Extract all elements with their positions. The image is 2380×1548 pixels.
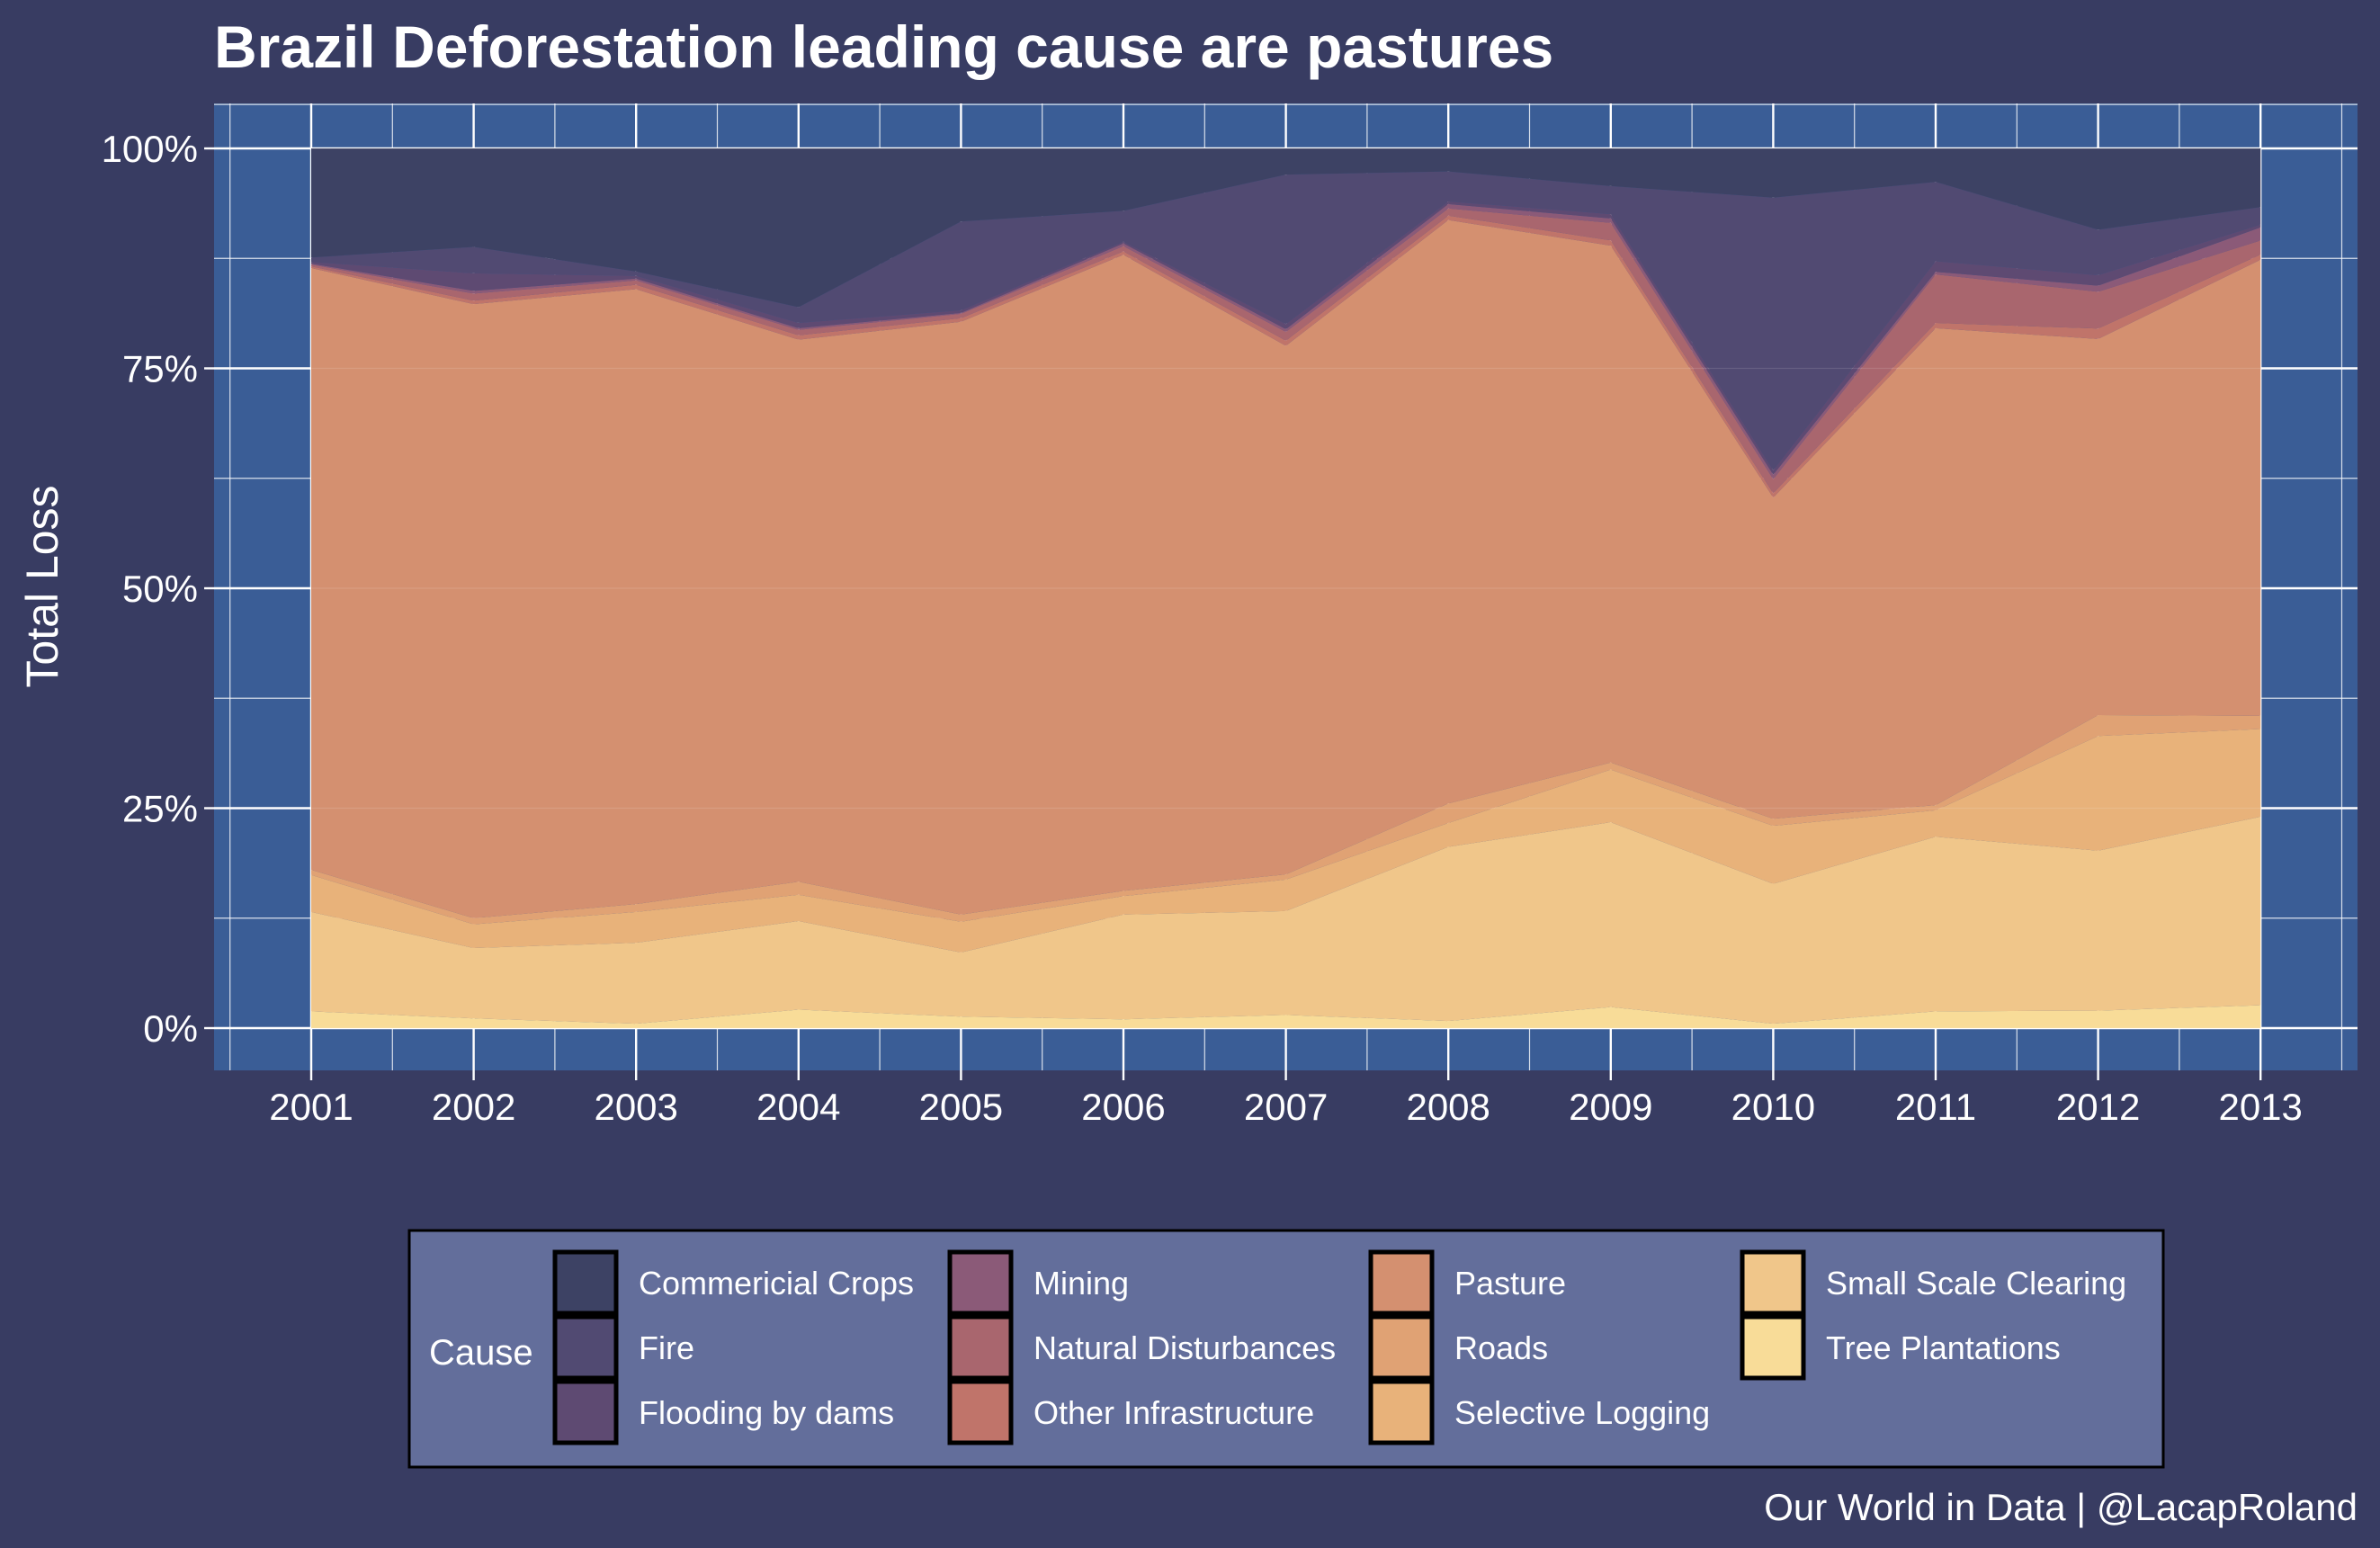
legend-title: Cause [429, 1333, 533, 1373]
legend-swatch [947, 1249, 1014, 1316]
legend-label: Selective Logging [1454, 1394, 1710, 1431]
legend-label: Roads [1454, 1329, 1548, 1366]
area-fire [311, 171, 2261, 470]
legend-item-fire: Fire [552, 1314, 694, 1381]
x-tick-label: 2001 [269, 1086, 353, 1128]
axis-ticks [204, 147, 2262, 1080]
legend-label: Mining [1033, 1265, 1129, 1302]
legend-label: Pasture [1454, 1265, 1566, 1302]
x-tick-label: 2011 [1895, 1086, 1976, 1128]
legend-swatch [552, 1249, 619, 1316]
y-tick-label: 100% [102, 128, 198, 170]
legend-swatch [1368, 1379, 1435, 1445]
x-tick-label: 2005 [919, 1086, 1003, 1128]
legend-swatch [1740, 1249, 1806, 1316]
area-small-scale-clearing [311, 817, 2261, 1025]
chart-caption: Our World in Data | @LacapRoland [1764, 1486, 2358, 1528]
y-tick-labels: 0% 25% 50% 75% 100% [102, 128, 198, 1050]
x-tick-label: 2008 [1406, 1086, 1490, 1128]
area-commericial-crops [311, 148, 2261, 308]
x-tick-label: 2009 [1569, 1086, 1652, 1128]
x-tick-label: 2010 [1731, 1086, 1815, 1128]
legend [407, 1229, 2165, 1469]
legend-label: Small Scale Clearing [1826, 1265, 2126, 1302]
area-selective-logging [311, 729, 2261, 953]
x-tick-label: 2002 [432, 1086, 515, 1128]
x-tick-label: 2013 [2218, 1086, 2302, 1128]
legend-swatch [552, 1379, 619, 1445]
legend-swatch [1740, 1314, 1806, 1381]
legend-item-commericial-crops: Commericial Crops [552, 1249, 914, 1316]
legend-item-flooding-by-dams: Flooding by dams [552, 1379, 894, 1445]
x-tick-label: 2012 [2056, 1086, 2140, 1128]
legend-swatch [1368, 1249, 1435, 1316]
y-tick-label: 0% [143, 1007, 198, 1050]
y-tick-label: 25% [122, 788, 198, 830]
legend-label: Commericial Crops [639, 1265, 914, 1302]
legend-item-roads: Roads [1368, 1314, 1548, 1381]
chart-title: Brazil Deforestation leading cause are p… [214, 13, 1553, 80]
x-tick-label: 2006 [1081, 1086, 1165, 1128]
area-tree-plantations [311, 1005, 2261, 1028]
legend-label: Natural Disturbances [1033, 1329, 1336, 1366]
legend-item-pasture: Pasture [1368, 1249, 1566, 1316]
legend-swatch [947, 1379, 1014, 1445]
major-grid-overlay [311, 148, 2261, 1029]
legend-label: Flooding by dams [639, 1394, 894, 1431]
legend-label: Other Infrastructure [1033, 1394, 1314, 1431]
legend-items: Commericial Crops Fire Flooding by dams Min… [552, 1249, 2126, 1445]
legend-label: Tree Plantations [1826, 1329, 2061, 1366]
y-tick-label: 50% [122, 568, 198, 610]
legend-swatch [947, 1314, 1014, 1381]
legend-label: Fire [639, 1329, 694, 1366]
legend-swatch [1368, 1314, 1435, 1381]
x-tick-label: 2004 [756, 1086, 840, 1128]
legend-item-other-infrastructure: Other Infrastructure [947, 1379, 1314, 1445]
legend-item-mining: Mining [947, 1249, 1129, 1316]
area-layers [311, 148, 2261, 1028]
y-tick-label: 75% [122, 348, 198, 390]
area-pasture [311, 219, 2261, 918]
x-tick-labels: 2001 2002 2003 2004 2005 2006 2007 2008 2009 2010… [269, 1086, 2303, 1128]
area-roads [311, 715, 2261, 925]
x-tick-label: 2003 [594, 1086, 677, 1128]
legend-item-selective-logging: Selective Logging [1368, 1379, 1710, 1445]
y-axis-label: Total Loss [17, 485, 67, 687]
legend-swatch [552, 1314, 619, 1381]
x-tick-label: 2007 [1244, 1086, 1328, 1128]
legend-item-small-scale-clearing: Small Scale Clearing [1740, 1249, 2126, 1316]
legend-item-tree-plantations: Tree Plantations [1740, 1314, 2061, 1381]
legend-item-natural-disturbances: Natural Disturbances [947, 1314, 1336, 1381]
